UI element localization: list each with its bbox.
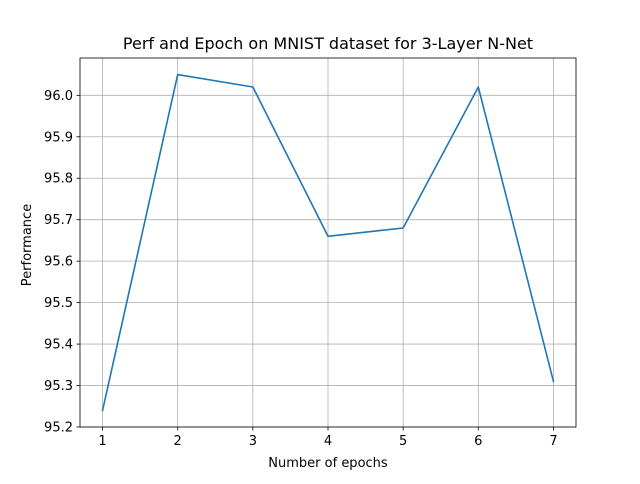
x-tick-label: 1 <box>98 434 106 449</box>
y-tick-label: 95.6 <box>44 255 73 270</box>
y-tick-label: 95.5 <box>44 296 73 311</box>
y-tick-label: 95.4 <box>44 338 73 353</box>
x-axis-label: Number of epochs <box>268 456 388 471</box>
x-tick-label: 5 <box>399 434 407 449</box>
x-tick-label: 2 <box>174 434 182 449</box>
y-tick-label: 95.8 <box>44 172 73 187</box>
y-tick-label: 96.0 <box>44 89 73 104</box>
x-tick-label: 7 <box>549 434 557 449</box>
x-tick-label: 6 <box>474 434 482 449</box>
x-tick-label: 3 <box>249 434 257 449</box>
y-tick-label: 95.9 <box>44 130 73 145</box>
y-tick-label: 95.2 <box>44 421 73 436</box>
chart-title: Perf and Epoch on MNIST dataset for 3-La… <box>123 34 533 53</box>
y-tick-label: 95.3 <box>44 379 73 394</box>
y-tick-label: 95.7 <box>44 213 73 228</box>
y-axis-label: Performance <box>20 204 35 286</box>
x-tick-label: 4 <box>324 434 332 449</box>
